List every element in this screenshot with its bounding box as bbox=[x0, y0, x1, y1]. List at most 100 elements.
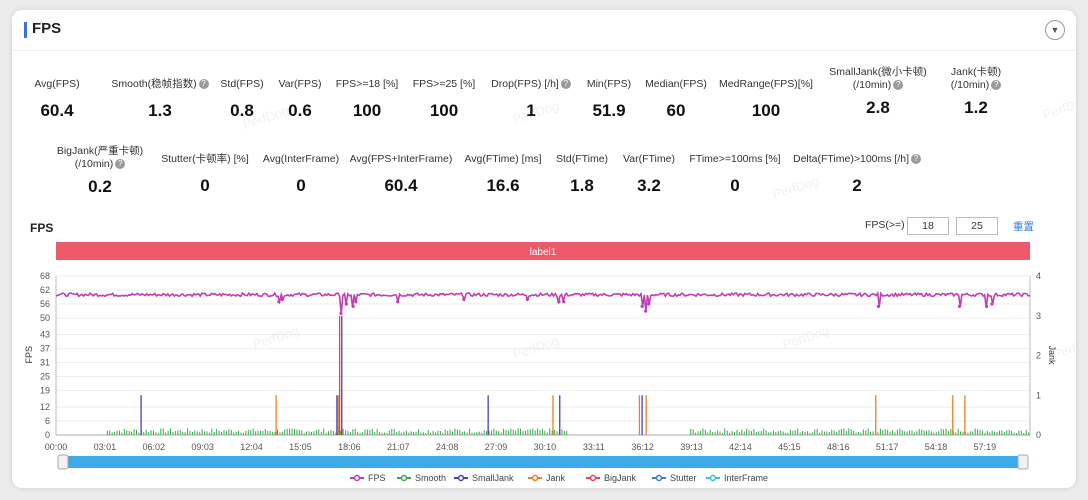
x-tick-label: 39:13 bbox=[680, 442, 703, 452]
x-tick-label: 30:10 bbox=[534, 442, 557, 452]
y-tick-label: 0 bbox=[45, 430, 50, 440]
y-tick-label: 31 bbox=[40, 358, 50, 368]
metric-label-unit-text: (/10min) bbox=[852, 79, 892, 91]
y2-tick-label: 1 bbox=[1036, 390, 1041, 400]
y2-tick-label: 0 bbox=[1036, 430, 1041, 440]
metric-1: Smooth(稳帧指数)? 1.3 bbox=[90, 78, 230, 121]
metric-label: Var(FPS) bbox=[230, 78, 370, 91]
metric-label-text: SmallJank(微小卡顿) bbox=[829, 66, 927, 78]
y2-tick-label: 4 bbox=[1036, 271, 1041, 281]
y-axis-label: FPS bbox=[24, 346, 34, 364]
fps-dip-point bbox=[351, 304, 355, 308]
metric-13: Stutter(卡顿率) [%] 0 bbox=[135, 153, 275, 196]
x-tick-label: 09:03 bbox=[191, 442, 214, 452]
metric-value: 60 bbox=[666, 101, 686, 120]
y-tick-label: 43 bbox=[40, 329, 50, 339]
legend-marker bbox=[457, 474, 465, 482]
metric-label-text: Drop(FPS) [/h] bbox=[491, 78, 559, 90]
label-band bbox=[56, 242, 1030, 260]
help-icon[interactable]: ? bbox=[560, 79, 571, 90]
x-tick-label: 36:12 bbox=[631, 442, 654, 452]
metric-value: 0.8 bbox=[230, 101, 254, 120]
scrollbar-right-handle[interactable] bbox=[1017, 454, 1029, 470]
x-tick-label: 21:07 bbox=[387, 442, 410, 452]
fps-dip-point bbox=[640, 304, 644, 308]
metric-9: MedRange(FPS)[%] 100 bbox=[696, 78, 836, 121]
metric-label: Std(FTime) bbox=[512, 153, 652, 166]
chevron-down-icon[interactable]: ▼ bbox=[1045, 20, 1065, 40]
metric-value: 2.8 bbox=[866, 98, 890, 117]
metric-10: SmallJank(微小卡顿) (/10min)? 2.8 bbox=[808, 66, 948, 118]
metric-label-text: Min(FPS) bbox=[586, 78, 632, 90]
fps-dip-point bbox=[396, 300, 400, 304]
y2-tick-label: 2 bbox=[1036, 351, 1041, 361]
metric-label: SmallJank(微小卡顿) bbox=[808, 66, 948, 79]
fps-dip-point bbox=[339, 311, 343, 316]
metric-0: Avg(FPS) 60.4 bbox=[12, 78, 127, 121]
metric-label-text: FPS>=18 [%] bbox=[335, 78, 399, 90]
threshold-input-2[interactable]: 25 bbox=[956, 217, 998, 235]
help-icon[interactable]: ? bbox=[893, 80, 904, 91]
metric-label-unit: (/10min)? bbox=[808, 79, 948, 92]
metric-label-text: Var(FPS) bbox=[278, 78, 322, 90]
metric-4: FPS>=18 [%] 100 bbox=[297, 78, 437, 121]
metric-label-text: Jank(卡顿) bbox=[950, 66, 1002, 78]
metric-label-unit: (/10min)? bbox=[906, 79, 1046, 92]
time-range-scrollbar[interactable] bbox=[62, 456, 1024, 468]
metric-label-text: Avg(FTime) [ms] bbox=[464, 153, 542, 165]
help-icon[interactable]: ? bbox=[911, 154, 922, 165]
metric-label: Min(FPS) bbox=[539, 78, 679, 91]
metric-label: Median(FPS) bbox=[606, 78, 746, 91]
metric-label-text: Std(FTime) bbox=[555, 153, 609, 165]
y-tick-label: 12 bbox=[40, 402, 50, 412]
metric-5: FPS>=25 [%] 100 bbox=[374, 78, 514, 121]
metric-value: 100 bbox=[751, 101, 781, 120]
metric-value: 60.4 bbox=[384, 176, 418, 195]
x-tick-label: 51:17 bbox=[876, 442, 899, 452]
scrollbar-left-handle[interactable] bbox=[57, 454, 69, 470]
metric-label: FPS>=18 [%] bbox=[297, 78, 437, 91]
legend-marker bbox=[531, 474, 539, 482]
metric-value: 0.2 bbox=[88, 177, 112, 196]
metric-label-text: Std(FPS) bbox=[220, 78, 264, 90]
metric-label-unit-text: (/10min) bbox=[950, 79, 990, 91]
metric-label-text: BigJank(严重卡顿) bbox=[56, 145, 144, 157]
metric-label: Avg(FPS) bbox=[12, 78, 127, 91]
help-icon[interactable]: ? bbox=[115, 159, 126, 170]
metric-15: Avg(FPS+InterFrame) 60.4 bbox=[331, 153, 471, 196]
fps-dip-point bbox=[277, 300, 281, 304]
help-icon[interactable]: ? bbox=[991, 80, 1002, 91]
fps-dip-point bbox=[344, 302, 348, 306]
label-band-text: label1 bbox=[530, 247, 557, 258]
reset-link[interactable]: 重置 bbox=[1013, 221, 1034, 233]
x-tick-label: 12:04 bbox=[240, 442, 263, 452]
x-tick-label: 57:19 bbox=[974, 442, 997, 452]
metric-value: 2 bbox=[852, 176, 862, 195]
metric-label: Drop(FPS) [/h]? bbox=[461, 78, 601, 91]
help-icon[interactable]: ? bbox=[198, 79, 209, 90]
metric-label: FTime>=100ms [%] bbox=[665, 153, 805, 166]
metric-label: Var(FTime) bbox=[579, 153, 719, 166]
metric-2: Std(FPS) 0.8 bbox=[172, 78, 312, 121]
metric-label-text: FPS>=25 [%] bbox=[412, 78, 476, 90]
metric-label-unit-text: (/10min) bbox=[74, 158, 114, 170]
metric-value: 1 bbox=[526, 101, 536, 120]
metric-label-text: Stutter(卡顿率) [%] bbox=[161, 153, 249, 165]
metric-value: 0 bbox=[296, 176, 306, 195]
x-tick-label: 00:00 bbox=[45, 442, 68, 452]
fps-dip-point bbox=[280, 297, 284, 301]
x-tick-label: 33:11 bbox=[583, 442, 605, 452]
metric-16: Avg(FTime) [ms] 16.6 bbox=[433, 153, 573, 196]
fps-dip-point bbox=[876, 304, 881, 308]
threshold-input-1[interactable]: 18 bbox=[907, 217, 949, 235]
metric-label-text: Var(FTime) bbox=[623, 153, 675, 165]
legend-label: FPS bbox=[368, 473, 386, 483]
metric-value: 0 bbox=[730, 176, 740, 195]
x-tick-label: 03:01 bbox=[94, 442, 117, 452]
threshold-label: FPS(>=) bbox=[865, 219, 905, 231]
y-tick-label: 25 bbox=[40, 372, 50, 382]
x-tick-label: 42:14 bbox=[729, 442, 752, 452]
x-tick-label: 18:06 bbox=[338, 442, 361, 452]
x-tick-label: 27:09 bbox=[485, 442, 508, 452]
metric-8: Median(FPS) 60 bbox=[606, 78, 746, 121]
